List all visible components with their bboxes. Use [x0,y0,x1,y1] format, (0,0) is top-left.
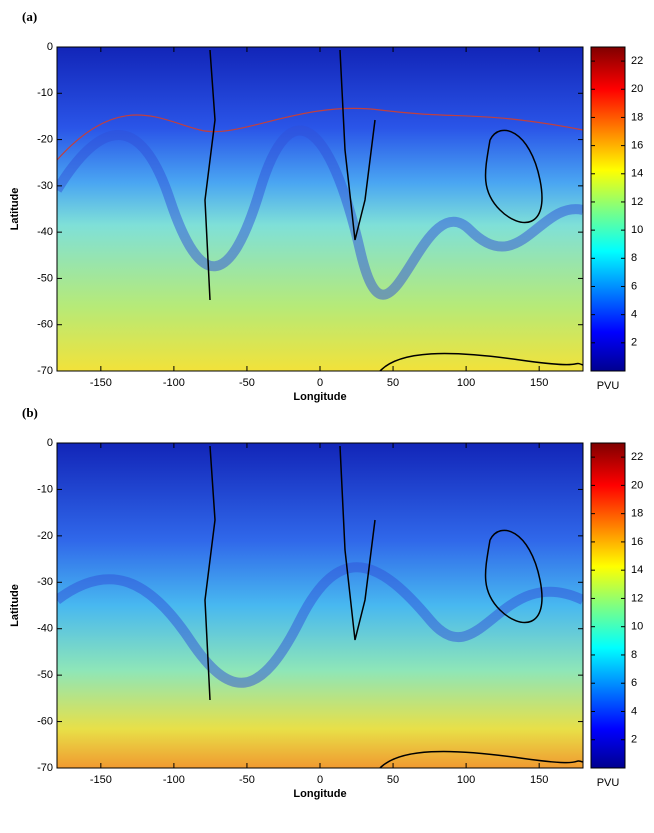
y-tick-label: -60 [37,319,53,331]
colorbar-tick-label: 12 [631,196,643,208]
x-tick-label: -50 [239,377,255,389]
y-tick-label: -20 [37,133,53,145]
colorbar-tick-label: 10 [631,224,643,236]
x-tick-label: 150 [530,377,548,389]
colorbar-tick-label: 4 [631,309,637,321]
y-tick-label: 0 [47,437,53,449]
y-tick-label: -30 [37,180,53,192]
panel-label: (b) [22,405,38,420]
colorbar-tick-label: 4 [631,705,637,717]
x-tick-label: 50 [387,377,399,389]
y-tick-label: -40 [37,226,53,238]
y-tick-label: -10 [37,87,53,99]
y-tick-label: -10 [37,483,53,495]
y-tick-label: -50 [37,669,53,681]
colorbar-tick-label: 18 [631,111,643,123]
y-tick-label: -70 [37,762,53,774]
y-tick-label: 0 [47,41,53,53]
colorbar-tick-label: 8 [631,252,637,264]
map-field-b [57,443,583,768]
x-tick-label: -100 [163,377,185,389]
colorbar-tick-label: 8 [631,649,637,661]
y-tick-label: -20 [37,530,53,542]
x-axis-label: Longitude [293,788,346,800]
y-tick-label: -40 [37,623,53,635]
y-axis-label: Latitude [9,584,21,627]
colorbar-tick-label: 20 [631,83,643,95]
colorbar-label: PVU [597,777,620,789]
x-tick-label: 100 [457,377,475,389]
x-tick-label: -150 [90,377,112,389]
x-tick-label: 0 [317,377,323,389]
colorbar-tick-label: 6 [631,677,637,689]
y-tick-label: -50 [37,272,53,284]
x-tick-label: -100 [163,774,185,786]
x-axis-label: Longitude [293,391,346,403]
colorbar-tick-label: 6 [631,280,637,292]
colorbar-tick-label: 14 [631,564,643,576]
y-tick-label: -70 [37,365,53,377]
colorbar-label: PVU [597,380,620,392]
x-tick-label: 100 [457,774,475,786]
colorbar [590,46,626,372]
colorbar-tick-label: 10 [631,621,643,633]
y-axis-label: Latitude [9,188,21,231]
y-tick-label: -60 [37,715,53,727]
colorbar-tick-label: 16 [631,140,643,152]
colorbar [590,442,626,769]
colorbar-tick-label: 18 [631,508,643,520]
colorbar-tick-label: 16 [631,536,643,548]
colorbar-tick-label: 2 [631,337,637,349]
colorbar-tick-label: 12 [631,592,643,604]
x-tick-label: -150 [90,774,112,786]
x-tick-label: 50 [387,774,399,786]
colorbar-tick-label: 14 [631,168,643,180]
y-tick-label: -30 [37,576,53,588]
colorbar-tick-label: 2 [631,734,637,746]
x-tick-label: 0 [317,774,323,786]
map-field-a [57,47,583,371]
panel-label: (a) [22,9,37,24]
x-tick-label: -50 [239,774,255,786]
x-tick-label: 150 [530,774,548,786]
colorbar-tick-label: 22 [631,55,643,67]
colorbar-tick-label: 20 [631,479,643,491]
colorbar-tick-label: 22 [631,451,643,463]
